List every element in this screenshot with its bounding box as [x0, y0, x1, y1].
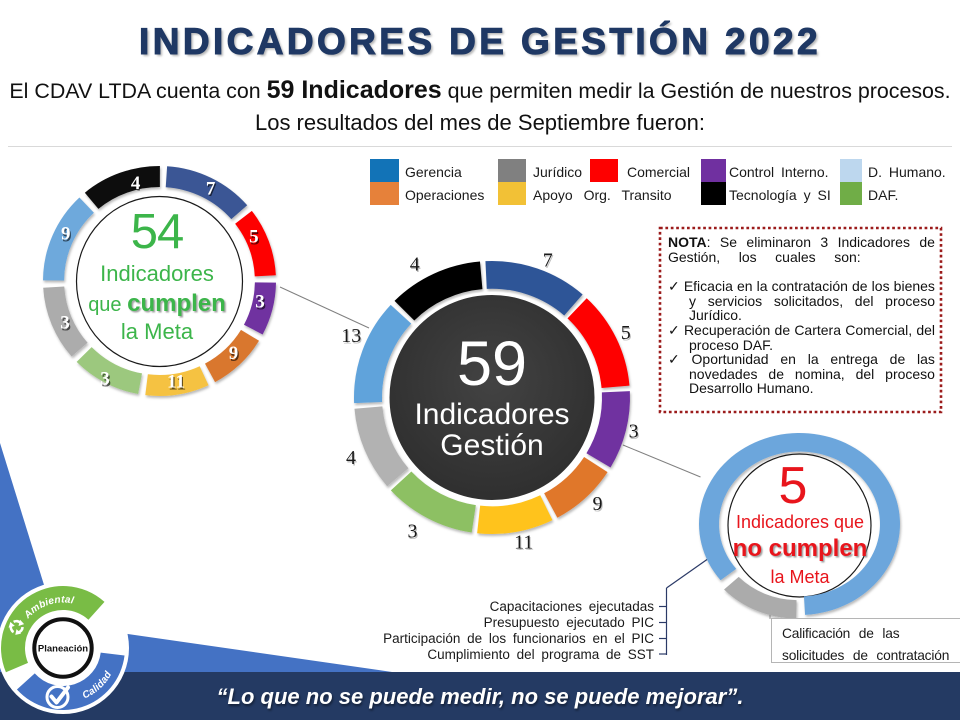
svg-text:3: 3	[256, 293, 266, 314]
svg-text:9: 9	[229, 343, 239, 364]
svg-text:3: 3	[100, 369, 110, 390]
svg-text:3: 3	[101, 370, 111, 391]
svg-text:7: 7	[206, 178, 216, 199]
svg-text:9: 9	[593, 493, 603, 515]
svg-text:3: 3	[60, 313, 70, 334]
svg-text:3: 3	[255, 292, 265, 313]
svg-text:4: 4	[132, 175, 142, 196]
svg-text:3: 3	[629, 421, 639, 443]
svg-text:5: 5	[621, 322, 631, 344]
svg-text:7: 7	[544, 251, 554, 273]
svg-text:Planeación: Planeación	[38, 644, 88, 655]
svg-text:5: 5	[622, 323, 632, 345]
svg-text:4: 4	[347, 448, 357, 470]
svg-text:3: 3	[61, 314, 71, 335]
svg-text:13: 13	[342, 326, 362, 348]
svg-text:3: 3	[408, 521, 418, 543]
svg-text:9: 9	[61, 224, 71, 245]
svg-text:11: 11	[167, 372, 185, 393]
svg-text:11: 11	[168, 373, 186, 394]
svg-text:9: 9	[62, 225, 72, 246]
svg-text:4: 4	[346, 447, 356, 469]
svg-text:5: 5	[249, 227, 259, 248]
svg-text:11: 11	[515, 533, 534, 555]
svg-text:11: 11	[514, 532, 533, 554]
svg-text:3: 3	[409, 522, 419, 544]
svg-text:4: 4	[131, 173, 141, 194]
svg-text:9: 9	[230, 345, 240, 366]
svg-text:13: 13	[341, 325, 361, 347]
svg-text:5: 5	[250, 229, 260, 250]
svg-text:4: 4	[411, 255, 421, 277]
svg-text:3: 3	[630, 422, 640, 444]
svg-text:7: 7	[543, 250, 553, 272]
svg-text:9: 9	[594, 494, 604, 516]
svg-text:4: 4	[410, 254, 420, 276]
svg-text:7: 7	[207, 180, 217, 201]
